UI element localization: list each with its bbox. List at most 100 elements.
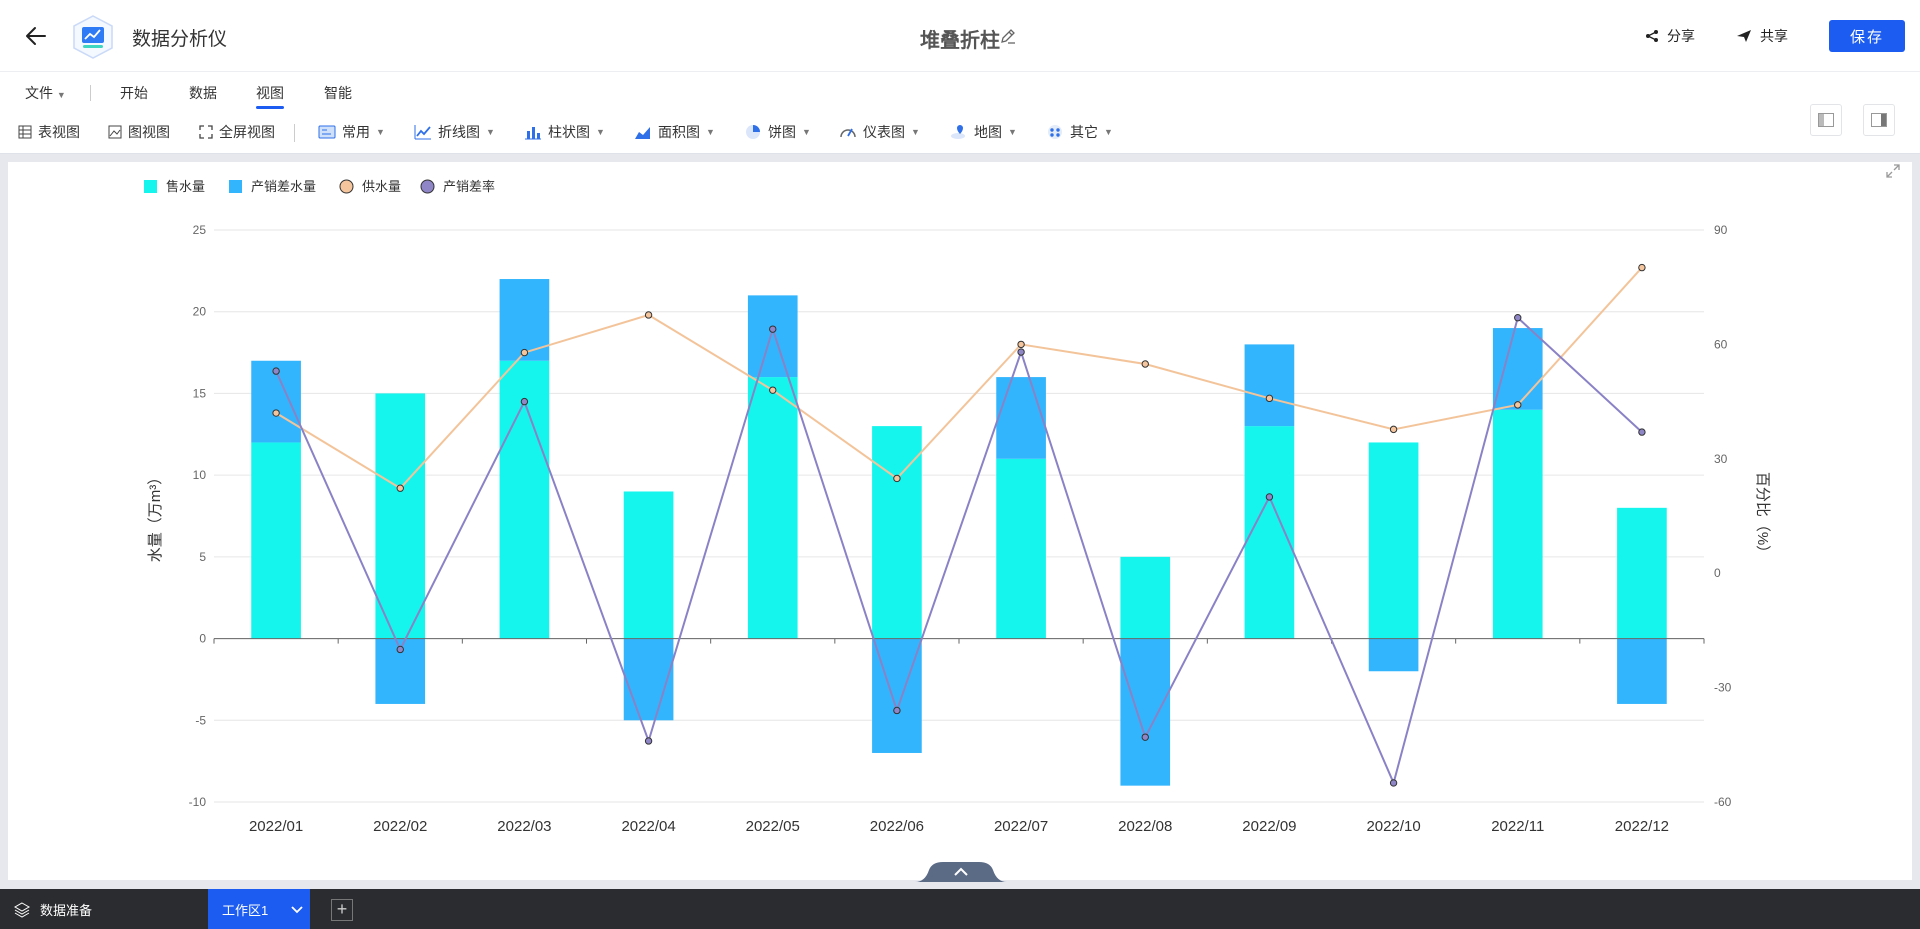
menu-smart[interactable]: 智能 [324,85,352,101]
line-point-2022/08 [1141,360,1149,368]
document-title: 堆叠折柱 [920,30,1000,52]
toolbar-divider [294,124,295,142]
legend-label: 产销差率 [443,179,495,194]
line-point-2022/11 [1514,401,1522,409]
y-right-tick-label: 0 [1714,566,1721,580]
line-point-2022/01 [272,367,280,375]
y-right-tick-label: -30 [1714,681,1732,695]
line-point-2022/02 [396,484,404,492]
y-left-tick-label: 15 [193,386,207,400]
chevron-down-icon: ▼ [1008,127,1017,137]
chart-view-button[interactable]: 图视图 [108,122,170,142]
right-panel-icon [1871,113,1887,127]
fullscreen-view-label: 全屏视图 [219,124,275,140]
legend-swatch [144,180,157,193]
table-view-button[interactable]: 表视图 [18,122,80,142]
back-arrow-icon[interactable] [20,20,52,52]
line-point-2022/06 [893,706,901,715]
line-point-2022/10 [1389,779,1398,787]
add-workspace-button[interactable]: + [331,899,353,921]
common-chart-icon [318,125,336,139]
fullscreen-view-button[interactable]: 全屏视图 [199,122,275,142]
y-right-axis-title: 百分比（%） [1754,472,1771,560]
bar-sales-2022/12 [1617,507,1667,639]
chevron-down-icon: ▼ [596,127,605,137]
bar-sales-2022/04 [623,491,674,639]
line-point-2022/12 [1638,428,1646,436]
expand-icon[interactable] [1885,163,1901,179]
area-chart-dropdown[interactable]: 面积图 ▼ [634,122,715,142]
share-button[interactable]: 分享 [1645,24,1695,48]
fullscreen-icon [199,125,213,139]
chevron-down-icon[interactable] [290,901,304,917]
x-tick-label: 2022/05 [746,818,800,835]
chevron-down-icon: ▼ [1104,127,1113,137]
menu-start[interactable]: 开始 [120,85,148,101]
layers-icon [14,901,30,918]
menu-file[interactable]: 文件 ▼ [25,83,66,103]
menu-file-label: 文件 [25,85,53,101]
common-charts-dropdown[interactable]: 常用 ▼ [318,122,385,142]
view-toolbar: 表视图 图视图 全屏视图 常用 ▼ 折线图 ▼ 柱状图 ▼ 面积图 ▼ 饼图 ▼ 仪表图 ▼… [0,110,1920,154]
app-header: 数据分析仪 堆叠折柱 分享 共享 保存 [0,0,1920,72]
menu-data[interactable]: 数据 [189,85,217,101]
common-charts-label: 常用 [342,124,370,140]
bar-sales-2022/08 [1120,556,1171,639]
map-chart-dropdown[interactable]: 地图 ▼ [950,122,1017,142]
workspace-tab-label: 工作区1 [222,902,269,918]
y-right-tick-label: 30 [1714,452,1728,466]
other-charts-icon [1048,125,1062,139]
line-chart-icon [414,125,431,140]
gauge-chart-label: 仪表图 [863,124,905,140]
area-chart-icon [635,127,650,139]
y-left-tick-label: 25 [193,223,207,237]
gauge-chart-dropdown[interactable]: 仪表图 ▼ [839,122,920,142]
left-panel-toggle-button[interactable] [1810,104,1842,136]
collapse-panel-tab[interactable] [915,862,1007,882]
line-供水量 [275,266,1643,490]
edit-pencil-icon[interactable] [998,26,1018,46]
line-chart-dropdown[interactable]: 折线图 ▼ [414,122,495,142]
chevron-down-icon: ▼ [56,90,66,100]
x-tick-label: 2022/12 [1615,818,1669,835]
chart-panel: -10 -5 0 5 10 15 20 25 -60 -30 0 30 60 90 水量（万m³） 百分比（%… [8,162,1912,880]
x-tick-label: 2022/04 [621,818,675,835]
other-charts-dropdown[interactable]: 其它 ▼ [1046,122,1113,142]
line-point-2022/03 [520,397,529,406]
bar-loss-2022/09 [1244,344,1295,427]
save-button[interactable]: 保存 [1829,20,1905,52]
data-prep-label: 数据准备 [40,903,93,918]
stacked-bar-line-chart: -10 -5 0 5 10 15 20 25 -60 -30 0 30 60 90 水量（万m³） 百分比（%… [144,179,1771,835]
bar-loss-2022/03 [499,279,550,361]
bar-loss-2022/11 [1492,328,1543,410]
line-point-2022/03 [520,348,529,357]
legend-swatch [339,179,354,194]
pie-chart-dropdown[interactable]: 饼图 ▼ [744,122,811,142]
table-icon [18,125,32,139]
bar-loss-2022/07 [996,377,1046,459]
bar-chart-dropdown[interactable]: 柱状图 ▼ [524,122,605,142]
area-chart-label: 面积图 [658,124,700,140]
bar-chart-icon [525,127,541,140]
x-tick-label: 2022/03 [497,818,551,835]
left-panel-icon [1818,113,1834,127]
collaborate-button[interactable]: 共享 [1736,24,1788,48]
chart-view-label: 图视图 [128,124,170,140]
chevron-down-icon: ▼ [802,127,811,137]
map-chart-label: 地图 [974,124,1002,140]
bar-sales-2022/03 [499,360,550,639]
line-point-2022/09 [1265,394,1274,403]
bar-loss-2022/05 [747,295,798,378]
right-panel-toggle-button[interactable] [1863,104,1895,136]
bar-sales-2022/11 [1492,409,1543,639]
menu-view[interactable]: 视图 [256,85,284,109]
map-pin-icon [951,125,965,139]
table-view-label: 表视图 [38,124,80,140]
data-prep-button[interactable]: 数据准备 [14,900,92,919]
line-产销差率 [275,315,1643,786]
line-point-2022/07 [1017,348,1025,356]
line-point-2022/01 [272,409,280,417]
bar-sales-2022/10 [1368,442,1419,639]
bottom-bar: 数据准备 工作区1 [0,889,1920,929]
bar-sales-2022/01 [251,442,301,639]
